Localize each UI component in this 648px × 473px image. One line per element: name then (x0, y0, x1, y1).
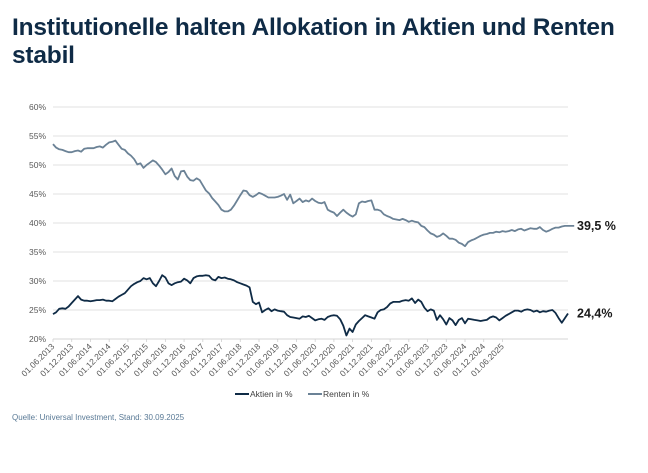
source-note: Quelle: Universal Investment, Stand: 30.… (12, 413, 185, 422)
y-tick-label: 50% (29, 160, 46, 170)
y-tick-label: 30% (29, 276, 46, 286)
series-lines (52, 139, 575, 337)
end-labels: 24,4% 39,5 % (577, 219, 616, 321)
end-label-aktien: 24,4% (577, 306, 612, 320)
series-line-aktien (52, 274, 569, 337)
series-line-renten (52, 139, 575, 248)
y-axis-ticks: 20% 25% 30% 35% 40% 45% 50% 55% 60% (29, 102, 46, 344)
y-tick-label: 55% (29, 131, 46, 141)
y-tick-label: 35% (29, 247, 46, 257)
page-title: Institutionelle halten Allokation in Akt… (12, 14, 615, 69)
legend-label: Aktien in % (250, 389, 293, 399)
legend: Aktien in % Renten in % (235, 389, 370, 399)
y-tick-label: 40% (29, 218, 46, 228)
y-tick-label: 20% (29, 334, 46, 344)
y-tick-label: 45% (29, 189, 46, 199)
legend-label: Renten in % (323, 389, 370, 399)
end-label-renten: 39,5 % (577, 219, 616, 233)
y-tick-label: 25% (29, 305, 46, 315)
x-axis-ticks: 01.06.201301.12.201301.06.201401.12.2014… (19, 339, 506, 378)
gridlines (53, 106, 568, 340)
y-tick-label: 60% (29, 102, 46, 112)
